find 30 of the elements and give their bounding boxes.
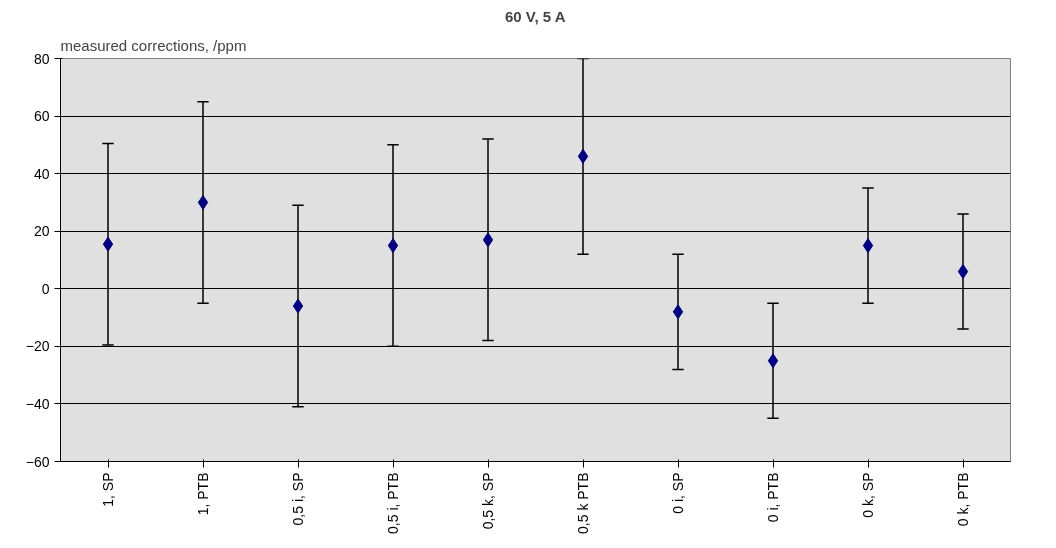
y-axis-title: measured corrections, /ppm bbox=[60, 36, 247, 54]
y-tick-label: −60 bbox=[25, 453, 50, 470]
point bbox=[197, 194, 209, 210]
point bbox=[957, 264, 969, 280]
x-tick-label: 0,5 k, SP bbox=[480, 472, 496, 530]
point bbox=[482, 232, 494, 248]
y-tick-label: 80 bbox=[33, 50, 50, 67]
y-tick-label: 40 bbox=[33, 165, 50, 182]
x-tick-label: 0 i, PTB bbox=[765, 472, 781, 523]
y-tick-label: 60 bbox=[33, 108, 50, 125]
x-tick-label: 0 i, SP bbox=[670, 472, 686, 514]
point bbox=[387, 238, 399, 254]
x-tick-label: 1, PTB bbox=[195, 472, 211, 516]
point bbox=[577, 148, 589, 164]
x-tick-label: 0,5 k PTB bbox=[575, 472, 591, 534]
x-tick-label: 0,5 i, PTB bbox=[385, 472, 401, 534]
chart-title: 60 V, 5 A bbox=[504, 7, 566, 25]
x-tick-label: 0 k, PTB bbox=[955, 472, 971, 527]
y-tick-label: 0 bbox=[41, 280, 50, 297]
y-tick-label: −20 bbox=[25, 338, 50, 355]
x-tick-label: 0 k, SP bbox=[860, 472, 876, 518]
point bbox=[862, 238, 874, 254]
point bbox=[672, 304, 684, 320]
x-tick-label: 0,5 i, SP bbox=[290, 472, 306, 526]
point bbox=[767, 353, 779, 369]
y-tick-label: −40 bbox=[25, 395, 50, 412]
x-tick-label: 1, SP bbox=[100, 472, 116, 507]
point bbox=[292, 298, 304, 314]
point bbox=[102, 236, 114, 252]
y-tick-label: 20 bbox=[33, 223, 50, 240]
